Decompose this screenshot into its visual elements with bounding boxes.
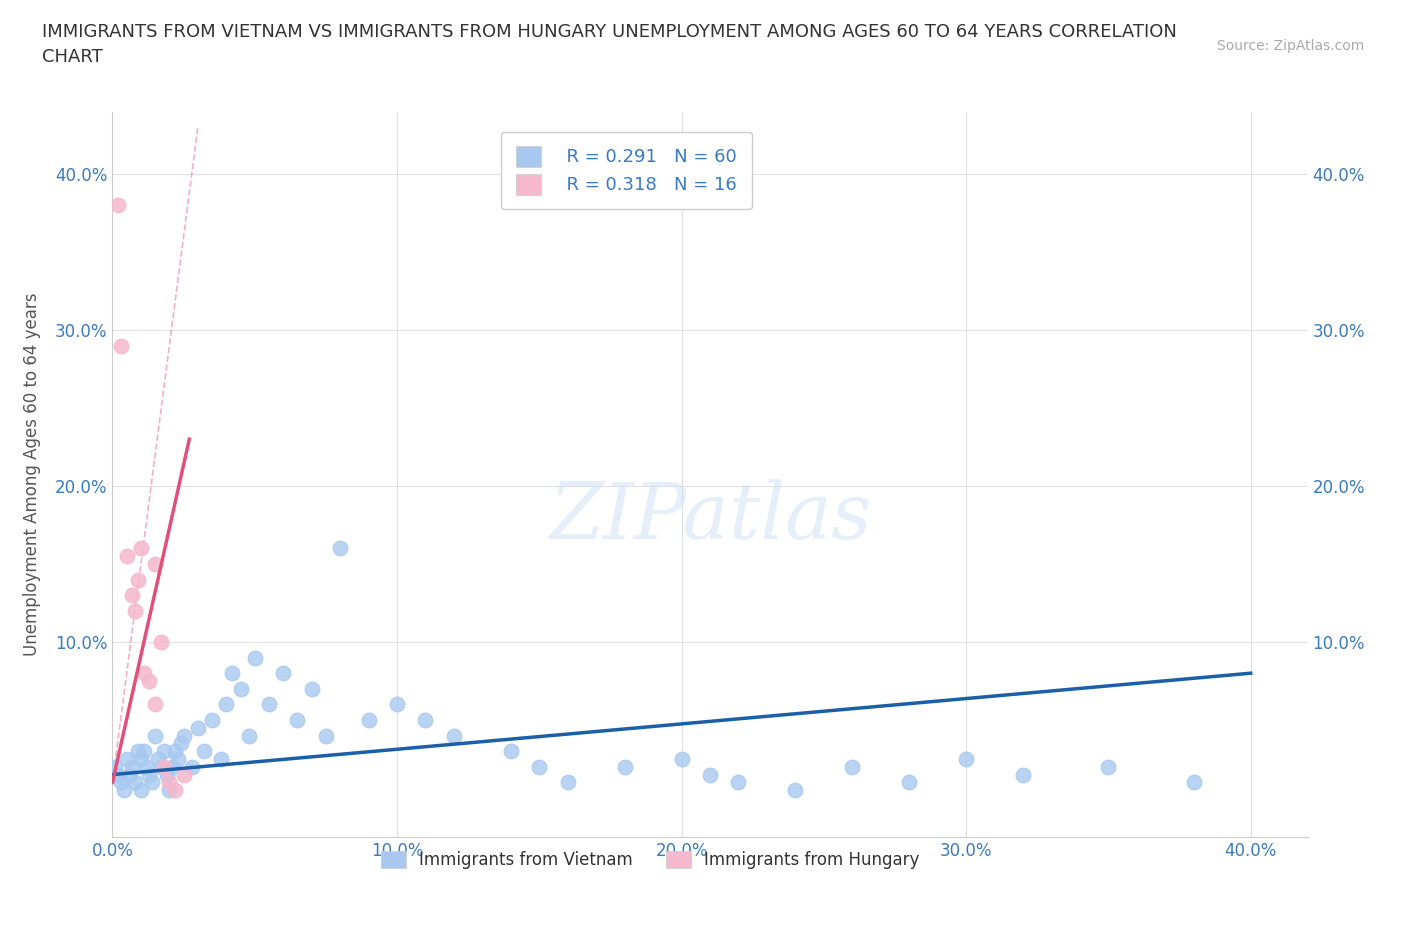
Point	[129, 751, 152, 766]
Point	[443, 728, 465, 743]
Point	[167, 751, 190, 766]
Point	[165, 783, 187, 798]
Point	[181, 760, 204, 775]
Point	[141, 775, 163, 790]
Point	[104, 760, 127, 775]
Point	[121, 760, 143, 775]
Point	[143, 697, 166, 711]
Point	[162, 760, 183, 775]
Point	[357, 712, 380, 727]
Point	[146, 751, 169, 766]
Point	[898, 775, 921, 790]
Point	[193, 744, 215, 759]
Point	[138, 673, 160, 688]
Point	[1097, 760, 1119, 775]
Point	[315, 728, 337, 743]
Point	[173, 728, 195, 743]
Point	[152, 744, 174, 759]
Point	[187, 721, 209, 736]
Point	[127, 744, 149, 759]
Point	[157, 775, 180, 790]
Point	[955, 751, 977, 766]
Point	[415, 712, 437, 727]
Point	[129, 783, 152, 798]
Point	[129, 541, 152, 556]
Point	[132, 744, 155, 759]
Point	[727, 775, 749, 790]
Point	[385, 697, 408, 711]
Point	[149, 634, 172, 649]
Text: Source: ZipAtlas.com: Source: ZipAtlas.com	[1216, 39, 1364, 53]
Text: IMMIGRANTS FROM VIETNAM VS IMMIGRANTS FROM HUNGARY UNEMPLOYMENT AMONG AGES 60 TO: IMMIGRANTS FROM VIETNAM VS IMMIGRANTS FR…	[42, 23, 1177, 66]
Point	[209, 751, 232, 766]
Point	[143, 556, 166, 571]
Point	[287, 712, 309, 727]
Text: ZIPatlas: ZIPatlas	[548, 480, 872, 556]
Point	[785, 783, 807, 798]
Point	[124, 775, 146, 790]
Point	[107, 767, 129, 782]
Point	[173, 767, 195, 782]
Point	[170, 736, 193, 751]
Point	[557, 775, 579, 790]
Point	[329, 541, 352, 556]
Point	[155, 767, 177, 782]
Point	[110, 339, 132, 353]
Point	[124, 604, 146, 618]
Y-axis label: Unemployment Among Ages 60 to 64 years: Unemployment Among Ages 60 to 64 years	[24, 293, 41, 656]
Point	[257, 697, 280, 711]
Point	[149, 760, 172, 775]
Point	[529, 760, 551, 775]
Point	[157, 783, 180, 798]
Point	[121, 588, 143, 603]
Point	[229, 682, 252, 697]
Point	[127, 572, 149, 587]
Point	[115, 751, 138, 766]
Point	[118, 767, 141, 782]
Point	[221, 666, 243, 681]
Point	[143, 728, 166, 743]
Point	[152, 760, 174, 775]
Point	[271, 666, 294, 681]
Point	[135, 760, 157, 775]
Point	[613, 760, 636, 775]
Point	[107, 198, 129, 213]
Point	[238, 728, 260, 743]
Point	[699, 767, 721, 782]
Point	[115, 549, 138, 564]
Point	[243, 650, 266, 665]
Point	[301, 682, 323, 697]
Point	[201, 712, 224, 727]
Point	[499, 744, 522, 759]
Point	[112, 783, 135, 798]
Point	[671, 751, 693, 766]
Legend: Immigrants from Vietnam, Immigrants from Hungary: Immigrants from Vietnam, Immigrants from…	[374, 844, 927, 876]
Point	[1182, 775, 1205, 790]
Point	[841, 760, 863, 775]
Point	[110, 775, 132, 790]
Point	[138, 767, 160, 782]
Point	[1012, 767, 1035, 782]
Point	[165, 744, 187, 759]
Point	[215, 697, 238, 711]
Point	[132, 666, 155, 681]
